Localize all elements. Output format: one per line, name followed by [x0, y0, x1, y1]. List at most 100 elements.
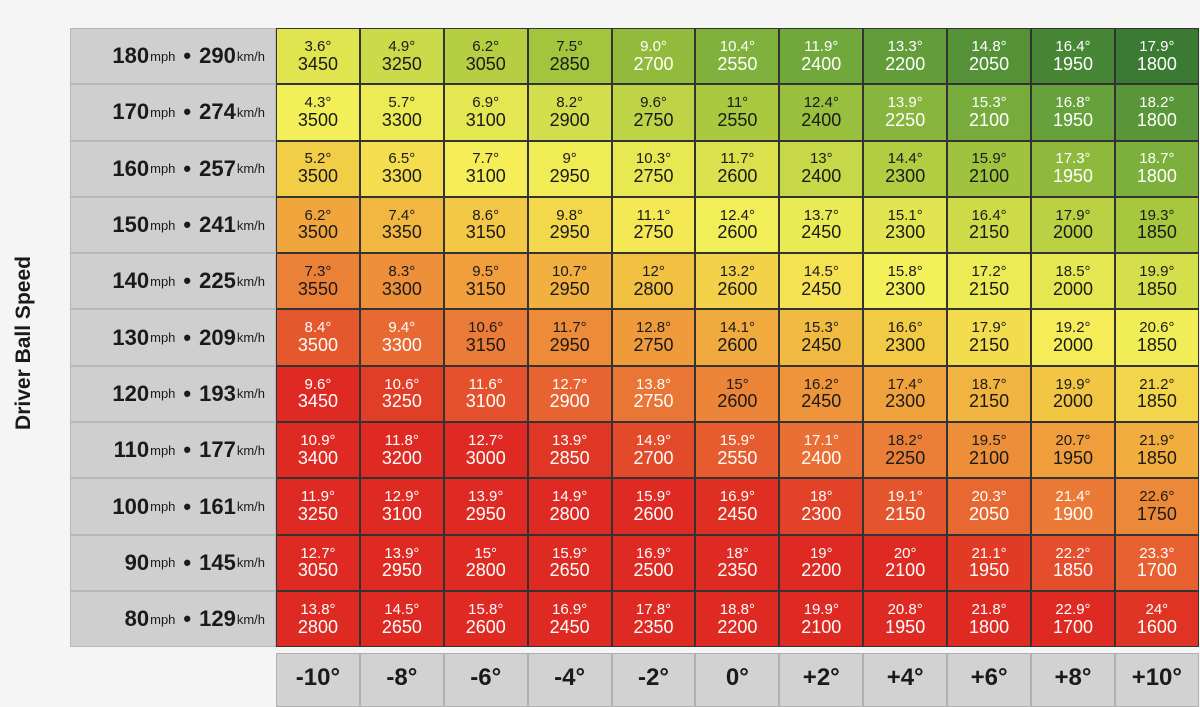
table-cell: 8.2° 2900 — [527, 84, 612, 141]
launch-angle: 14.5° — [803, 263, 839, 281]
table-cell: 13.8° 2750 — [611, 365, 696, 423]
spin-rate: 2000 — [1052, 391, 1093, 412]
launch-angle: 19.9° — [1139, 263, 1175, 281]
row-header: 80 mph • 129 km/h — [70, 590, 276, 648]
table-cell: 21.2° 1850 — [1114, 365, 1199, 423]
row-header: 100 mph • 161 km/h — [70, 478, 276, 535]
spin-rate: 1700 — [1136, 560, 1177, 581]
table-cell: 22.2° 1850 — [1031, 534, 1115, 591]
launch-angle: 7.3° — [304, 263, 332, 281]
table-cell: 14.8° 2050 — [947, 28, 1032, 85]
mph-value: 160 — [112, 155, 150, 181]
spin-rate: 1950 — [885, 616, 926, 637]
spin-rate: 3150 — [465, 278, 506, 299]
separator-dot: • — [183, 268, 192, 294]
launch-angle: 6.9° — [472, 94, 500, 112]
launch-angle: 21.4° — [1055, 488, 1091, 506]
mph-unit: mph — [150, 386, 176, 402]
separator-dot: • — [183, 99, 192, 125]
table-cell: 13.7° 2450 — [779, 196, 864, 254]
table-cell: 13.3° 2200 — [863, 28, 948, 85]
launch-angle: 10.6° — [468, 319, 504, 337]
launch-angle: 19.9° — [803, 600, 839, 618]
launch-angle: 17.9° — [1055, 206, 1091, 224]
column-header: -8° — [359, 653, 444, 707]
launch-angle: 11.7° — [720, 150, 755, 168]
table-cell: 15.3° 2100 — [947, 84, 1032, 141]
launch-angle: 14.8° — [971, 37, 1007, 55]
mph-value: 100 — [112, 493, 150, 519]
spin-rate: 3250 — [381, 53, 422, 74]
table-cell: 18.7° 2150 — [947, 365, 1032, 423]
table-cell: 17.9° 1800 — [1114, 28, 1199, 85]
table-cell: 19.1° 2150 — [863, 478, 948, 535]
column-header: +2° — [779, 653, 864, 707]
table-cell: 14.5° 2650 — [359, 590, 444, 648]
launch-angle: 22.6° — [1139, 488, 1175, 506]
spin-rate: 2750 — [633, 109, 674, 130]
spin-rate: 1800 — [1136, 53, 1177, 74]
launch-angle: 18.2° — [887, 431, 923, 449]
launch-angle: 8.3° — [388, 263, 416, 281]
launch-angle: 20.3° — [971, 488, 1007, 506]
launch-angle: 14.9° — [635, 431, 672, 449]
table-cell: 16.9° 2450 — [527, 590, 612, 648]
spin-rate: 2400 — [801, 109, 842, 130]
table-cell: 15.1° 2300 — [863, 196, 948, 254]
table-cell: 10.3° 2750 — [611, 140, 696, 197]
table-cell: 19° 2200 — [779, 534, 864, 591]
table-cell: 15.9° 2550 — [695, 422, 780, 479]
table-cell: 22.9° 1700 — [1031, 590, 1115, 648]
launch-angle: 19° — [809, 544, 833, 562]
spin-rate: 3500 — [297, 109, 338, 130]
table-cell: 7.3° 3550 — [276, 253, 360, 310]
kmh-value: 225 — [199, 268, 236, 294]
spin-rate: 1950 — [969, 560, 1010, 581]
mph-unit: mph — [150, 499, 176, 515]
launch-angle: 3.6° — [304, 37, 332, 55]
kmh-value: 209 — [199, 324, 236, 350]
spin-rate: 2750 — [633, 222, 674, 243]
spin-rate: 2400 — [801, 166, 842, 187]
table-cell: 18° 2300 — [779, 478, 864, 535]
spin-rate: 2750 — [633, 391, 674, 412]
table-cell: 18.2° 2250 — [863, 422, 948, 479]
spin-rate: 2450 — [717, 503, 758, 524]
launch-angle: 18° — [726, 544, 749, 562]
kmh-value: 257 — [199, 155, 236, 181]
kmh-unit: km/h — [236, 104, 265, 120]
spin-rate: 2250 — [885, 109, 926, 130]
column-header: -2° — [611, 653, 696, 707]
row-header: 130 mph • 209 km/h — [70, 309, 276, 366]
launch-angle: 15.9° — [971, 150, 1007, 168]
spin-rate: 2300 — [885, 222, 926, 243]
spin-rate: 3100 — [465, 109, 506, 130]
table-cell: 15° 2600 — [695, 365, 780, 423]
spin-rate: 2650 — [549, 560, 590, 581]
spin-rate: 3050 — [465, 53, 506, 74]
launch-angle: 13.3° — [887, 37, 923, 55]
launch-angle: 5.7° — [388, 94, 416, 112]
table-cell: 15.9° 2650 — [527, 534, 612, 591]
table-cell: 13.2° 2600 — [695, 253, 780, 310]
spin-rate: 3100 — [381, 503, 422, 524]
table-cell: 10.4° 2550 — [695, 28, 780, 85]
spin-rate: 1950 — [1052, 53, 1093, 74]
kmh-unit: km/h — [236, 611, 265, 627]
table-cell: 20.8° 1950 — [863, 590, 948, 648]
table-cell: 9.0° 2700 — [611, 28, 696, 85]
spin-rate: 2100 — [801, 616, 842, 637]
launch-angle: 22.9° — [1055, 600, 1091, 618]
table-cell: 5.2° 3500 — [276, 140, 360, 197]
launch-angle: 20° — [893, 544, 917, 562]
spin-rate: 2900 — [549, 391, 590, 412]
table-cell: 17.8° 2350 — [611, 590, 696, 648]
launch-angle: 11.6° — [468, 375, 503, 393]
spin-rate: 2850 — [549, 447, 590, 468]
spin-rate: 2100 — [885, 560, 926, 581]
table-cell: 12.7° 3050 — [276, 534, 360, 591]
table-cell: 17.4° 2300 — [863, 365, 948, 423]
launch-angle: 17.9° — [971, 319, 1007, 337]
table-cell: 7.4° 3350 — [359, 196, 444, 254]
spin-rate: 3000 — [465, 447, 506, 468]
